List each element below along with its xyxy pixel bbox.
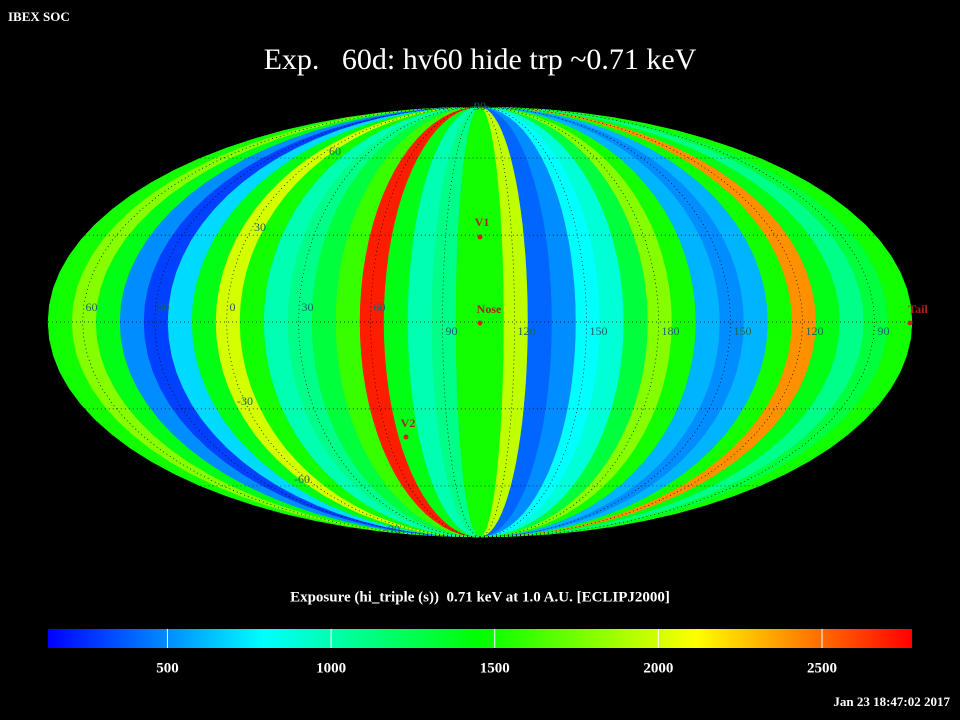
header: IBEX SOC	[8, 9, 70, 24]
meridian	[154, 106, 481, 538]
meridian	[479, 106, 803, 538]
colorbar-tick-label: 2000	[643, 660, 673, 676]
marker	[477, 234, 483, 240]
graticule	[48, 106, 912, 538]
meridian	[442, 106, 481, 538]
colorbar-tick-label: 1000	[316, 660, 346, 676]
lon-label: 30	[302, 300, 314, 314]
marker-label: V2	[401, 416, 416, 430]
lon-label: 120	[518, 324, 536, 338]
meridian	[479, 106, 659, 538]
colorbar-tick-label: 500	[156, 660, 179, 676]
lon-label: 60	[86, 300, 98, 314]
meridian	[479, 106, 875, 538]
markers: V1 Nose V2 Tail	[401, 215, 928, 440]
lon-label: 180	[662, 324, 680, 338]
meridian	[479, 106, 587, 538]
lat-labels: 90 60 30 -30 -60 -90	[237, 99, 486, 536]
marker-label: Nose	[477, 302, 502, 316]
lat-label: 60	[329, 144, 341, 158]
lat-label: 30	[254, 220, 266, 234]
lon-labels: 60 30 0 30 60 90 120 150 180 150 120 90	[86, 300, 890, 338]
colorbar-ticks: 500 1000 1500 2000 2500	[156, 629, 837, 676]
timestamp: Jan 23 18:47:02 2017	[833, 694, 950, 709]
lon-label: 30	[158, 300, 170, 314]
lon-label: 150	[734, 324, 752, 338]
marker-label: Tail	[908, 302, 928, 316]
marker	[477, 320, 483, 326]
lat-label: -90	[384, 522, 400, 536]
chart-title: Exp. 60d: hv60 hide trp ~0.71 keV	[264, 43, 697, 76]
lon-label: 120	[806, 324, 824, 338]
lon-label: 90	[878, 324, 890, 338]
lat-label: -60	[294, 472, 310, 486]
lat-label: 90	[474, 99, 486, 113]
marker	[403, 434, 409, 440]
lon-label: 90	[446, 324, 458, 338]
meridian	[298, 106, 481, 538]
colorbar-tick-label: 1500	[480, 660, 510, 676]
marker	[907, 320, 913, 326]
colorbar-label: Exposure (hi_triple (s)) 0.71 keV at 1.0…	[290, 589, 670, 605]
marker-label: V1	[475, 215, 490, 229]
colorbar-tick-label: 2500	[807, 660, 837, 676]
lon-label: 0	[230, 300, 236, 314]
meridian	[226, 106, 481, 538]
lon-label: 60	[374, 300, 386, 314]
lat-label: -30	[237, 394, 253, 408]
lon-label: 150	[590, 324, 608, 338]
colorbar	[48, 629, 912, 648]
